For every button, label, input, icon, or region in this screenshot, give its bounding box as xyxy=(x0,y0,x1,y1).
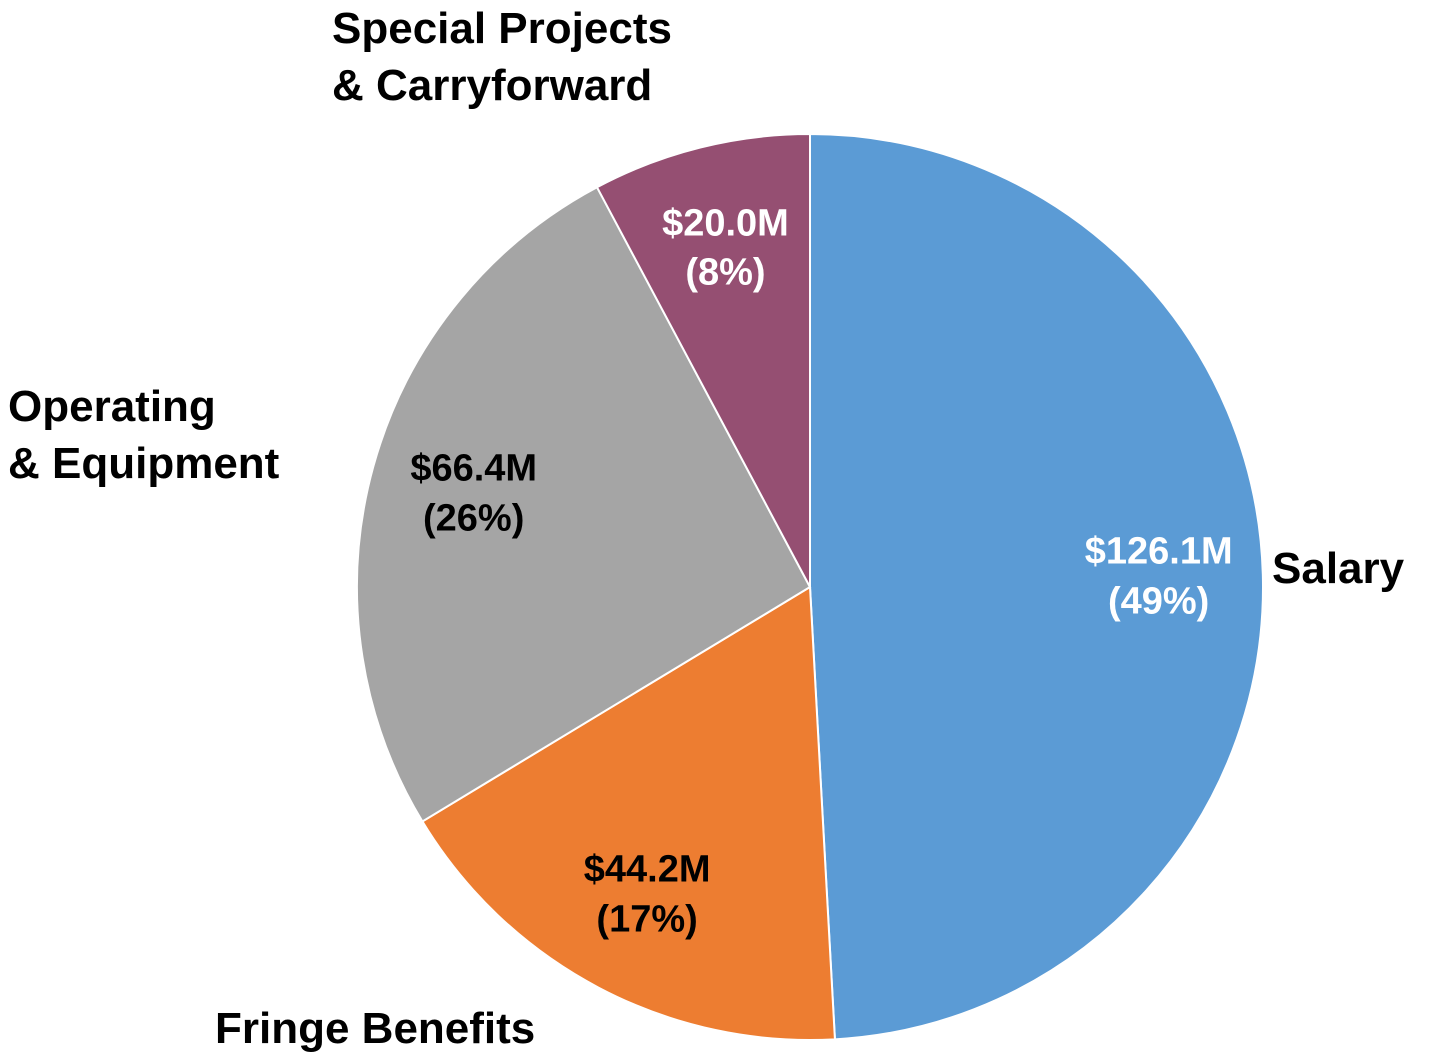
value-label: $20.0M (8%) xyxy=(662,202,789,294)
category-label: Fringe Benefits xyxy=(215,1004,536,1053)
value-label: $66.4M (26%) xyxy=(410,448,538,540)
category-label: Operating & Equipment xyxy=(8,382,280,489)
value-label: $126.1M (49%) xyxy=(1084,531,1233,623)
pie-slice xyxy=(595,132,811,588)
pie-slice xyxy=(421,585,836,1041)
value-label: $44.2M (17%) xyxy=(583,849,711,941)
category-label: Salary xyxy=(1272,544,1405,593)
pie-slice xyxy=(809,132,1264,1041)
pie-slice xyxy=(356,185,812,823)
category-label: Special Projects & Carryforward xyxy=(332,4,672,111)
